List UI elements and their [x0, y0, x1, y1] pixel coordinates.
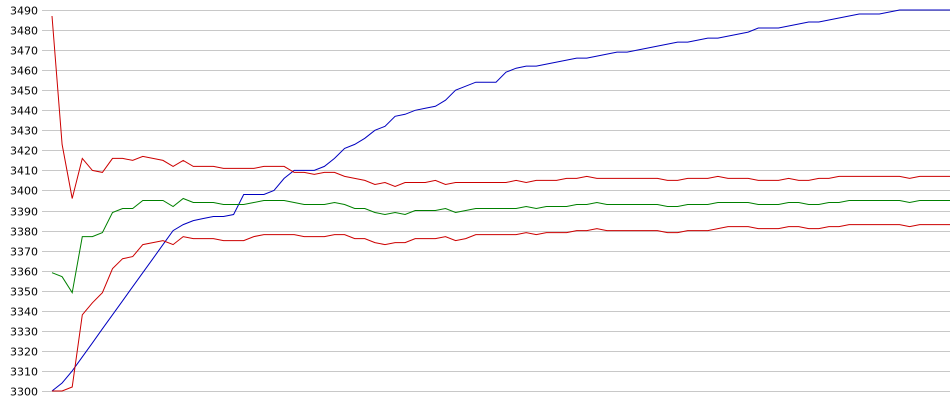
y-tick-label: 3430: [10, 125, 38, 138]
y-tick-label: 3350: [10, 286, 38, 299]
y-tick-label: 3390: [10, 206, 38, 219]
y-tick-label: 3340: [10, 306, 38, 319]
y-axis-tick-labels: 3300 3310 3320 3330 3340 3350 3360 3370 3380 3390…: [10, 5, 38, 399]
series-line-4: [51, 197, 950, 295]
y-tick-label: 3300: [10, 386, 38, 399]
series-layer: [51, 9, 950, 392]
y-tick-label: 3420: [10, 145, 38, 158]
y-tick-label: 3490: [10, 5, 38, 18]
y-tick-label: 3310: [10, 366, 38, 379]
y-tick-label: 3360: [10, 266, 38, 279]
y-tick-label: 3370: [10, 246, 38, 259]
series-line-3: [52, 224, 950, 392]
y-tick-label: 3470: [10, 45, 38, 58]
series-line-1: [51, 9, 950, 392]
y-tick-label: 3320: [10, 346, 38, 359]
y-tick-label: 3400: [10, 185, 38, 198]
y-tick-label: 3330: [10, 326, 38, 339]
y-tick-label: 3460: [10, 65, 38, 78]
series-line-2: [51, 15, 950, 199]
y-tick-label: 3380: [10, 226, 38, 239]
y-tick-label: 3410: [10, 165, 38, 178]
y-tick-label: 3440: [10, 105, 38, 118]
grid-layer: [42, 10, 950, 392]
y-tick-label: 3450: [10, 85, 38, 98]
y-tick-label: 3480: [10, 25, 38, 38]
